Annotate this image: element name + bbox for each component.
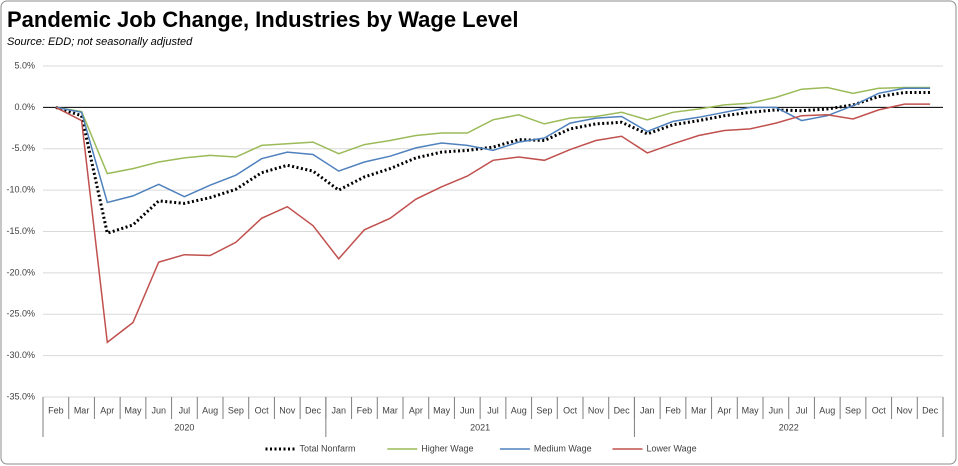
- x-tick-label: Dec: [305, 405, 322, 415]
- x-tick-label: Apr: [409, 405, 423, 415]
- series-line: [55, 103, 931, 344]
- y-tick-label: -10.0%: [6, 185, 35, 195]
- legend-label: Higher Wage: [421, 443, 473, 453]
- x-tick-label: Dec: [922, 405, 939, 415]
- x-tick-label: Aug: [511, 405, 527, 415]
- y-tick-label: -20.0%: [6, 267, 35, 277]
- x-tick-label: Oct: [255, 405, 270, 415]
- x-tick-label: Jul: [179, 405, 191, 415]
- x-tick-label: Nov: [896, 405, 913, 415]
- x-tick-label: Jun: [460, 405, 475, 415]
- y-tick-label: 0.0%: [14, 102, 35, 112]
- x-tick-label: Nov: [588, 405, 605, 415]
- x-tick-label: Nov: [279, 405, 296, 415]
- x-tick-label: Apr: [100, 405, 114, 415]
- x-tick-label: Aug: [819, 405, 835, 415]
- series-line: [55, 91, 931, 236]
- series-line: [55, 86, 931, 175]
- x-tick-label: Feb: [357, 405, 373, 415]
- x-tick-label: Aug: [202, 405, 218, 415]
- x-group-label: 2021: [470, 422, 490, 432]
- x-tick-label: Sep: [845, 405, 861, 415]
- y-tick-label: -30.0%: [6, 350, 35, 360]
- x-tick-label: Apr: [717, 405, 731, 415]
- legend-label: Medium Wage: [534, 443, 592, 453]
- x-tick-label: Sep: [536, 405, 552, 415]
- x-tick-label: Oct: [872, 405, 887, 415]
- x-tick-label: Feb: [48, 405, 64, 415]
- chart-title: Pandemic Job Change, Industries by Wage …: [7, 7, 518, 32]
- x-tick-label: Mar: [74, 405, 90, 415]
- x-tick-label: Mar: [691, 405, 707, 415]
- y-tick-label: -15.0%: [6, 226, 35, 236]
- x-tick-label: Sep: [228, 405, 244, 415]
- series-line: [55, 87, 931, 204]
- legend-label: Total Nonfarm: [300, 443, 356, 453]
- y-tick-label: 5.0%: [14, 60, 35, 70]
- chart-subtitle: Source: EDD; not seasonally adjusted: [7, 36, 193, 48]
- y-tick-label: -25.0%: [6, 309, 35, 319]
- x-tick-label: May: [433, 405, 451, 415]
- x-tick-label: Feb: [665, 405, 681, 415]
- x-tick-label: Jan: [331, 405, 346, 415]
- y-tick-label: -5.0%: [11, 143, 35, 153]
- x-group-label: 2022: [779, 422, 799, 432]
- x-tick-label: Dec: [614, 405, 631, 415]
- legend-label: Lower Wage: [647, 443, 697, 453]
- x-tick-label: Jul: [796, 405, 808, 415]
- x-tick-label: Mar: [382, 405, 398, 415]
- x-group-label: 2020: [174, 422, 194, 432]
- x-tick-label: Jun: [151, 405, 166, 415]
- y-tick-label: -35.0%: [6, 391, 35, 401]
- x-tick-label: May: [124, 405, 142, 415]
- x-tick-label: Jul: [487, 405, 499, 415]
- x-tick-label: May: [742, 405, 760, 415]
- x-tick-label: Jun: [769, 405, 784, 415]
- x-tick-label: Jan: [640, 405, 655, 415]
- x-tick-label: Oct: [563, 405, 578, 415]
